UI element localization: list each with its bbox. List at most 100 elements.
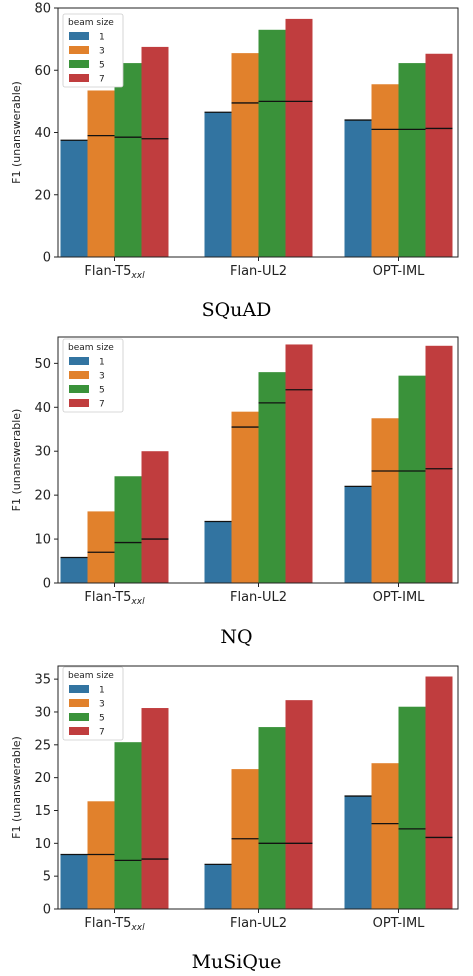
legend: beam size 1 3 5 7 xyxy=(62,666,124,741)
legend-swatch-7 xyxy=(69,727,89,735)
legend-swatch-1 xyxy=(69,357,89,365)
bar-opt-iml-beam-3 xyxy=(371,763,399,909)
bar-flan-t5-beam-1 xyxy=(60,557,88,583)
bar-flan-ul2-beam-5 xyxy=(258,727,286,909)
bar-flan-t5-beam-1 xyxy=(60,854,88,909)
legend-label-5: 5 xyxy=(99,386,105,396)
bar-opt-iml-beam-3 xyxy=(371,418,399,583)
bar-flan-t5-beam-5 xyxy=(114,63,142,258)
bar-flan-ul2-beam-1 xyxy=(204,864,232,909)
bar-flan-ul2-beam-5 xyxy=(258,372,286,583)
y-tick-label: 10 xyxy=(34,533,51,548)
bar-opt-iml-beam-5 xyxy=(398,375,426,583)
legend-label-5: 5 xyxy=(99,61,105,71)
y-axis-label: F1 (unanswerable) xyxy=(10,736,23,839)
panel-caption: NQ xyxy=(220,626,252,648)
legend-swatch-7 xyxy=(69,399,89,407)
legend: beam size 1 3 5 7 xyxy=(62,338,124,413)
x-tick-label: Flan-UL2 xyxy=(230,590,287,605)
bar-flan-ul2-beam-1 xyxy=(204,521,232,583)
y-tick-label: 60 xyxy=(34,64,51,79)
y-tick-label: 20 xyxy=(34,489,51,504)
y-tick-label: 30 xyxy=(34,705,51,720)
bar-flan-t5-beam-1 xyxy=(60,140,88,257)
y-axis-label: F1 (unanswerable) xyxy=(10,81,23,184)
legend-label-3: 3 xyxy=(99,47,105,57)
bar-flan-t5-beam-5 xyxy=(114,742,142,909)
legend-swatch-3 xyxy=(69,46,89,54)
y-tick-label: 0 xyxy=(43,577,51,592)
legend-label-1: 1 xyxy=(99,358,105,368)
bar-flan-t5-beam-3 xyxy=(87,511,115,583)
bar-flan-ul2-beam-3 xyxy=(231,411,259,583)
bar-flan-ul2-beam-7 xyxy=(285,344,313,583)
bar-opt-iml-beam-5 xyxy=(398,706,426,909)
y-tick-label: 40 xyxy=(34,401,51,416)
legend-swatch-1 xyxy=(69,32,89,40)
panel-caption: MuSiQue xyxy=(192,951,282,973)
legend-title: beam size xyxy=(68,671,114,681)
bar-flan-t5-beam-3 xyxy=(87,90,115,257)
y-tick-label: 15 xyxy=(34,804,51,819)
legend: beam size 1 3 5 7 xyxy=(62,13,124,88)
y-tick-label: 20 xyxy=(34,771,51,786)
y-axis-label: F1 (unanswerable) xyxy=(10,409,23,512)
legend-swatch-3 xyxy=(69,699,89,707)
bar-flan-ul2-beam-7 xyxy=(285,700,313,909)
y-tick-label: 5 xyxy=(43,870,51,885)
y-tick-label: 0 xyxy=(43,251,51,266)
bar-opt-iml-beam-7 xyxy=(425,345,453,583)
bar-flan-ul2-beam-7 xyxy=(285,18,313,257)
legend-title: beam size xyxy=(68,18,114,28)
bar-flan-ul2-beam-5 xyxy=(258,29,286,257)
y-tick-label: 25 xyxy=(34,738,51,753)
legend-label-1: 1 xyxy=(99,686,105,696)
legend-swatch-7 xyxy=(69,74,89,82)
bar-flan-t5-beam-3 xyxy=(87,801,115,909)
bar-opt-iml-beam-5 xyxy=(398,63,426,258)
y-tick-label: 10 xyxy=(34,837,51,852)
x-tick-label: OPT-IML xyxy=(373,264,426,279)
x-tick-label: Flan-T5xxl xyxy=(84,264,145,281)
bar-flan-ul2-beam-3 xyxy=(231,53,259,257)
x-tick-label: Flan-UL2 xyxy=(230,264,287,279)
x-tick-label: Flan-T5xxl xyxy=(84,590,145,607)
bar-opt-iml-beam-3 xyxy=(371,84,399,257)
bar-flan-t5-beam-5 xyxy=(114,476,142,583)
legend-swatch-1 xyxy=(69,685,89,693)
legend-swatch-5 xyxy=(69,713,89,721)
y-tick-label: 50 xyxy=(34,357,51,372)
y-tick-label: 40 xyxy=(34,126,51,141)
bar-opt-iml-beam-1 xyxy=(344,486,372,583)
x-tick-label: OPT-IML xyxy=(373,590,426,605)
x-tick-label: OPT-IML xyxy=(373,916,426,931)
y-tick-label: 20 xyxy=(34,188,51,203)
bar-flan-ul2-beam-1 xyxy=(204,112,232,257)
legend-swatch-3 xyxy=(69,371,89,379)
bar-opt-iml-beam-1 xyxy=(344,120,372,257)
bar-flan-t5-beam-7 xyxy=(141,708,169,909)
bar-opt-iml-beam-1 xyxy=(344,796,372,909)
x-tick-label: Flan-UL2 xyxy=(230,916,287,931)
y-tick-label: 30 xyxy=(34,445,51,460)
y-tick-label: 0 xyxy=(43,903,51,918)
legend-label-1: 1 xyxy=(99,33,105,43)
panel-caption: SQuAD xyxy=(202,299,272,321)
x-tick-label: Flan-T5xxl xyxy=(84,916,145,933)
chart-panel-2: 0 10 20 30 40 50 Flan-T5xxl Flan-UL2 OPT-IML F1 (… xyxy=(10,336,459,648)
legend-swatch-5 xyxy=(69,60,89,68)
bar-flan-t5-beam-7 xyxy=(141,451,169,583)
legend-label-7: 7 xyxy=(99,400,105,410)
legend-label-3: 3 xyxy=(99,700,105,710)
legend-label-7: 7 xyxy=(99,728,105,738)
bar-flan-t5-beam-7 xyxy=(141,46,169,257)
legend-label-7: 7 xyxy=(99,75,105,85)
y-tick-label: 35 xyxy=(34,673,51,688)
legend-swatch-5 xyxy=(69,385,89,393)
legend-title: beam size xyxy=(68,343,114,353)
legend-label-5: 5 xyxy=(99,714,105,724)
y-tick-label: 80 xyxy=(34,2,51,17)
legend-label-3: 3 xyxy=(99,372,105,382)
